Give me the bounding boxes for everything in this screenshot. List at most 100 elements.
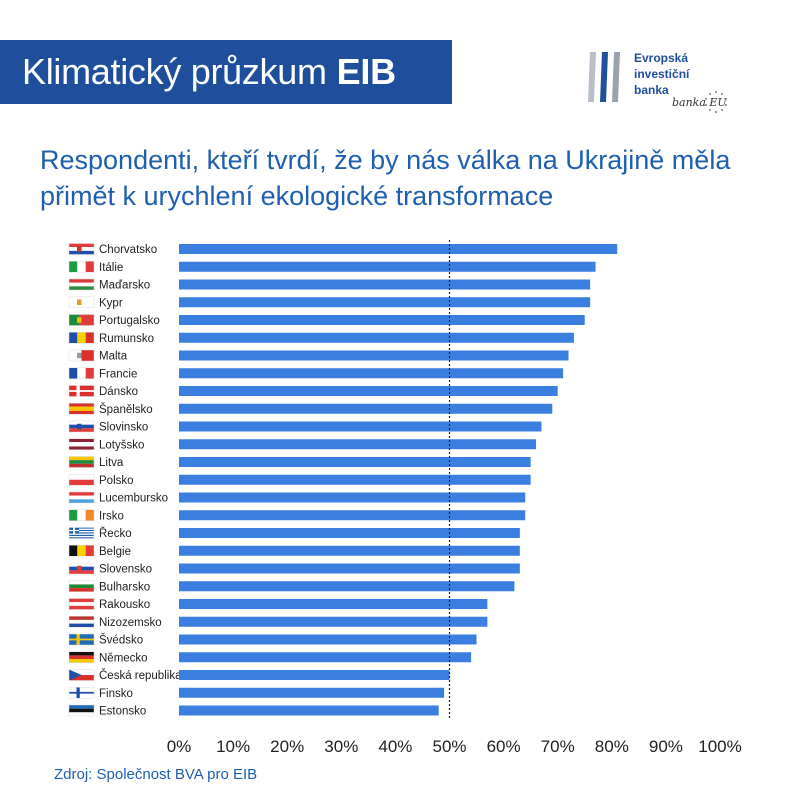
- bar-9: [179, 403, 553, 414]
- flag-icon-4: [68, 314, 95, 326]
- logo-line-3: banka: [634, 83, 669, 97]
- x-tick-label-10: 100%: [698, 737, 741, 756]
- logo-text: Evropská investiční banka: [634, 50, 689, 98]
- category-label-23: Německo: [99, 652, 148, 664]
- bar-22: [179, 634, 477, 645]
- bar-11: [179, 439, 537, 450]
- category-label-11: Lotyšsko: [99, 439, 144, 451]
- category-label-21: Nizozemsko: [99, 617, 162, 629]
- category-label-5: Rumunsko: [99, 333, 154, 345]
- flag-icon-3: [68, 296, 95, 308]
- category-label-2: Maďarsko: [99, 280, 150, 292]
- category-label-3: Kypr: [99, 297, 123, 309]
- flag-icon-8: [68, 385, 95, 397]
- flag-icon-1: [68, 261, 95, 273]
- x-tick-label-0: 0%: [167, 737, 192, 756]
- category-label-10: Slovinsko: [99, 422, 148, 434]
- flag-icon-16: [68, 527, 95, 539]
- category-label-8: Dánsko: [99, 386, 138, 398]
- bar-19: [179, 581, 515, 592]
- category-label-6: Malta: [99, 351, 128, 363]
- category-label-26: Estonsko: [99, 706, 146, 718]
- title-bold-text: EIB: [336, 51, 396, 92]
- flag-icon-21: [68, 616, 95, 628]
- bar-3: [179, 297, 591, 308]
- flag-icon-11: [68, 438, 95, 450]
- bar-21: [179, 616, 488, 627]
- category-label-15: Irsko: [99, 510, 124, 522]
- logo-line-2: investiční: [634, 67, 690, 81]
- eib-logo: Evropská investiční banka banka EU: [588, 48, 788, 118]
- category-label-9: Španělsko: [99, 403, 153, 416]
- category-label-4: Portugalsko: [99, 315, 160, 327]
- flag-icon-23: [68, 651, 95, 663]
- flag-icon-25: [68, 687, 95, 699]
- bar-16: [179, 528, 520, 538]
- category-label-16: Řecko: [99, 527, 132, 540]
- bar-14: [179, 492, 526, 503]
- bar-26: [179, 705, 439, 716]
- flag-icon-24: [68, 669, 95, 681]
- category-label-7: Francie: [99, 368, 137, 380]
- x-tick-label-2: 20%: [270, 737, 304, 756]
- flag-icon-10: [68, 420, 95, 433]
- flag-icon-6: [68, 349, 95, 362]
- x-tick-label-5: 50%: [432, 737, 466, 756]
- bar-7: [179, 368, 564, 379]
- bar-25: [179, 687, 445, 698]
- flag-icon-2: [68, 278, 95, 291]
- title-banner: Klimatický průzkum EIB: [0, 40, 452, 104]
- bar-13: [179, 474, 531, 485]
- logo-line-1: Evropská: [634, 51, 689, 65]
- flag-icon-20: [68, 598, 95, 610]
- eib-logo-icon: [588, 52, 620, 102]
- flag-icon-7: [68, 367, 95, 379]
- bar-0: [179, 244, 618, 254]
- bar-10: [179, 421, 542, 432]
- category-label-24: Česká republika: [99, 669, 182, 682]
- x-tick-label-3: 30%: [324, 737, 358, 756]
- category-label-0: Chorvatsko: [99, 244, 157, 256]
- x-tick-label-6: 60%: [487, 737, 521, 756]
- category-label-17: Belgie: [99, 546, 131, 558]
- category-label-19: Bulharsko: [99, 581, 150, 593]
- category-label-18: Slovensko: [99, 564, 152, 576]
- x-tick-label-4: 40%: [378, 737, 412, 756]
- flag-icon-22: [68, 633, 95, 646]
- bar-24: [179, 670, 450, 680]
- flag-icon-5: [68, 332, 95, 344]
- bar-12: [179, 457, 531, 467]
- x-tick-label-7: 70%: [541, 737, 575, 756]
- bar-4: [179, 315, 585, 325]
- bar-2: [179, 279, 591, 290]
- title-text: Klimatický průzkum: [22, 51, 327, 92]
- bar-20: [179, 599, 488, 609]
- category-label-22: Švédsko: [99, 634, 143, 647]
- flag-icon-26: [68, 704, 95, 717]
- flag-icon-12: [68, 456, 95, 468]
- x-tick-label-8: 80%: [595, 737, 629, 756]
- category-label-1: Itálie: [99, 262, 123, 274]
- flag-icon-15: [68, 509, 95, 521]
- bar-chart: Chorvatsko Itálie Maďarsko Kypr Portugalsko R…: [68, 240, 742, 756]
- bar-15: [179, 510, 526, 521]
- flag-icon-14: [68, 491, 95, 504]
- bar-6: [179, 350, 569, 361]
- bar-1: [179, 261, 596, 272]
- eu-stars-icon: [704, 90, 728, 114]
- category-label-14: Lucembursko: [99, 493, 168, 505]
- flag-icon-9: [68, 403, 95, 415]
- x-tick-label-1: 10%: [216, 737, 250, 756]
- bar-23: [179, 652, 472, 663]
- flag-icon-0: [68, 243, 95, 255]
- category-label-12: Litva: [99, 457, 124, 469]
- category-label-20: Rakousko: [99, 599, 150, 611]
- category-label-25: Finsko: [99, 688, 133, 700]
- x-tick-label-9: 90%: [649, 737, 683, 756]
- logo-signature: banka EU: [672, 96, 727, 109]
- flag-icon-19: [68, 580, 95, 592]
- source-note: Zdroj: Společnost BVA pro EIB: [54, 766, 258, 783]
- bar-17: [179, 545, 520, 556]
- flag-icon-18: [68, 562, 95, 575]
- bar-5: [179, 332, 574, 343]
